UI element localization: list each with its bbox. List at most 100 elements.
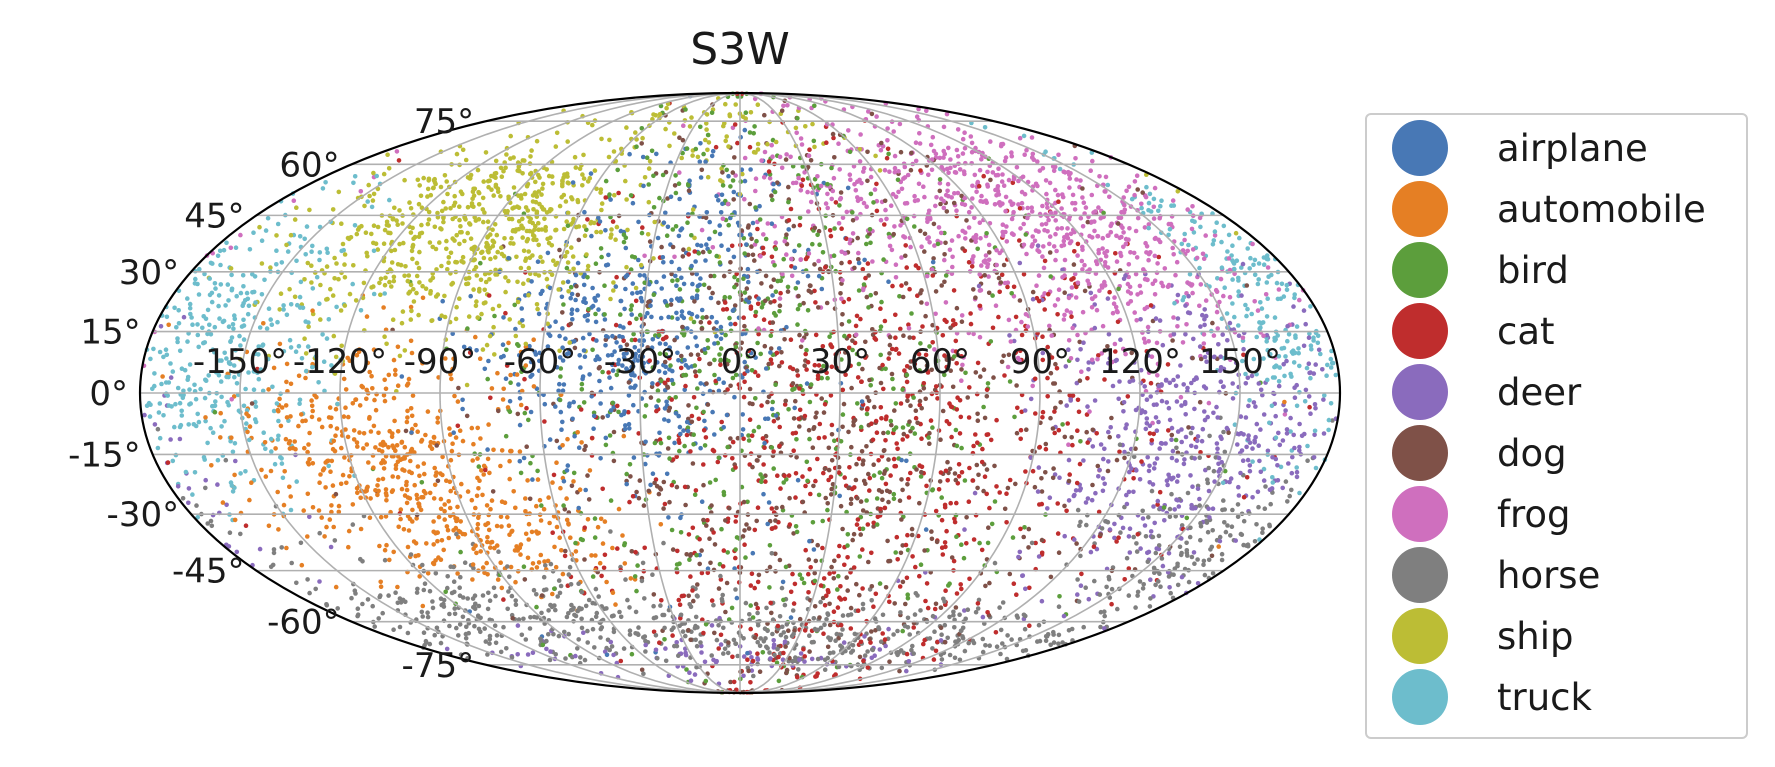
point-truck	[1294, 403, 1300, 409]
point-automobile	[453, 435, 459, 440]
point-ship	[334, 261, 339, 266]
point-horse	[1205, 529, 1211, 535]
point-horse	[840, 627, 845, 632]
point-airplane	[409, 430, 414, 435]
point-dog	[878, 380, 884, 386]
point-automobile	[404, 487, 410, 493]
point-horse	[501, 624, 506, 630]
point-dog	[887, 351, 892, 356]
point-dog	[1062, 434, 1068, 440]
point-automobile	[440, 454, 445, 460]
point-automobile	[489, 386, 495, 391]
point-horse	[1229, 524, 1235, 529]
point-cat	[483, 467, 488, 473]
point-dog	[840, 424, 845, 430]
point-truck	[1172, 300, 1177, 306]
point-ship	[408, 230, 414, 235]
point-frog	[1217, 299, 1222, 305]
point-deer	[1114, 357, 1119, 363]
point-cat	[915, 293, 920, 299]
point-automobile	[505, 515, 510, 520]
point-bird	[590, 574, 596, 579]
point-ship	[625, 227, 630, 233]
point-cat	[1166, 428, 1171, 433]
point-cat	[1055, 501, 1060, 506]
point-bird	[579, 387, 585, 392]
point-automobile	[203, 415, 208, 420]
point-ship	[384, 219, 390, 225]
point-cat	[883, 438, 888, 443]
point-bird	[807, 436, 812, 442]
point-airplane	[622, 409, 627, 414]
point-airplane	[564, 351, 570, 357]
point-horse	[694, 643, 700, 649]
point-horse	[658, 603, 663, 608]
point-frog	[977, 220, 983, 225]
point-frog	[950, 254, 955, 260]
point-horse	[811, 616, 817, 621]
point-automobile	[279, 405, 285, 410]
point-ship	[493, 255, 498, 260]
point-cat	[1040, 334, 1045, 340]
point-cat	[958, 414, 964, 420]
point-ship	[481, 255, 487, 261]
point-airplane	[862, 257, 867, 263]
point-deer	[1016, 554, 1021, 560]
point-horse	[180, 496, 186, 501]
point-airplane	[621, 355, 627, 360]
point-cat	[1004, 491, 1009, 497]
point-frog	[1025, 324, 1031, 329]
point-automobile	[284, 379, 289, 385]
point-frog	[851, 164, 857, 169]
point-dog	[919, 288, 924, 293]
point-dog	[838, 190, 844, 195]
point-dog	[826, 467, 832, 473]
point-bird	[508, 380, 513, 386]
point-horse	[572, 612, 577, 618]
point-ship	[458, 224, 463, 229]
point-horse	[1156, 543, 1162, 548]
point-airplane	[580, 335, 586, 341]
point-horse	[476, 626, 482, 632]
point-automobile	[536, 560, 542, 565]
point-ship	[444, 238, 449, 244]
point-truck	[176, 321, 182, 326]
point-frog	[1059, 206, 1064, 211]
point-automobile	[382, 398, 388, 404]
point-cat	[1027, 585, 1032, 591]
point-dog	[986, 290, 992, 296]
point-frog	[969, 149, 975, 155]
point-cat	[993, 630, 999, 635]
point-horse	[784, 622, 790, 627]
point-airplane	[565, 279, 571, 285]
point-cat	[467, 350, 473, 355]
point-automobile	[457, 428, 463, 434]
point-ship	[536, 189, 542, 194]
point-cat	[789, 264, 794, 269]
point-cat	[1036, 298, 1042, 304]
point-automobile	[479, 468, 484, 473]
point-frog	[999, 179, 1005, 184]
point-dog	[811, 425, 817, 430]
point-bird	[758, 351, 763, 357]
point-automobile	[273, 446, 278, 451]
point-dog	[1109, 415, 1114, 421]
point-cat	[1113, 251, 1118, 256]
point-truck	[1326, 427, 1331, 433]
point-horse	[1222, 449, 1228, 455]
point-horse	[449, 590, 455, 596]
point-ship	[496, 303, 502, 309]
point-cat	[1075, 241, 1081, 247]
point-bird	[800, 164, 805, 169]
point-airplane	[627, 426, 632, 431]
point-dog	[938, 625, 944, 631]
point-bird	[657, 351, 663, 357]
point-dog	[496, 408, 501, 414]
point-bird	[785, 284, 791, 290]
point-dog	[900, 294, 906, 300]
point-ship	[526, 249, 531, 254]
point-cat	[954, 407, 960, 412]
point-horse	[1137, 579, 1143, 584]
point-bird	[723, 332, 728, 338]
point-deer	[1132, 360, 1137, 365]
